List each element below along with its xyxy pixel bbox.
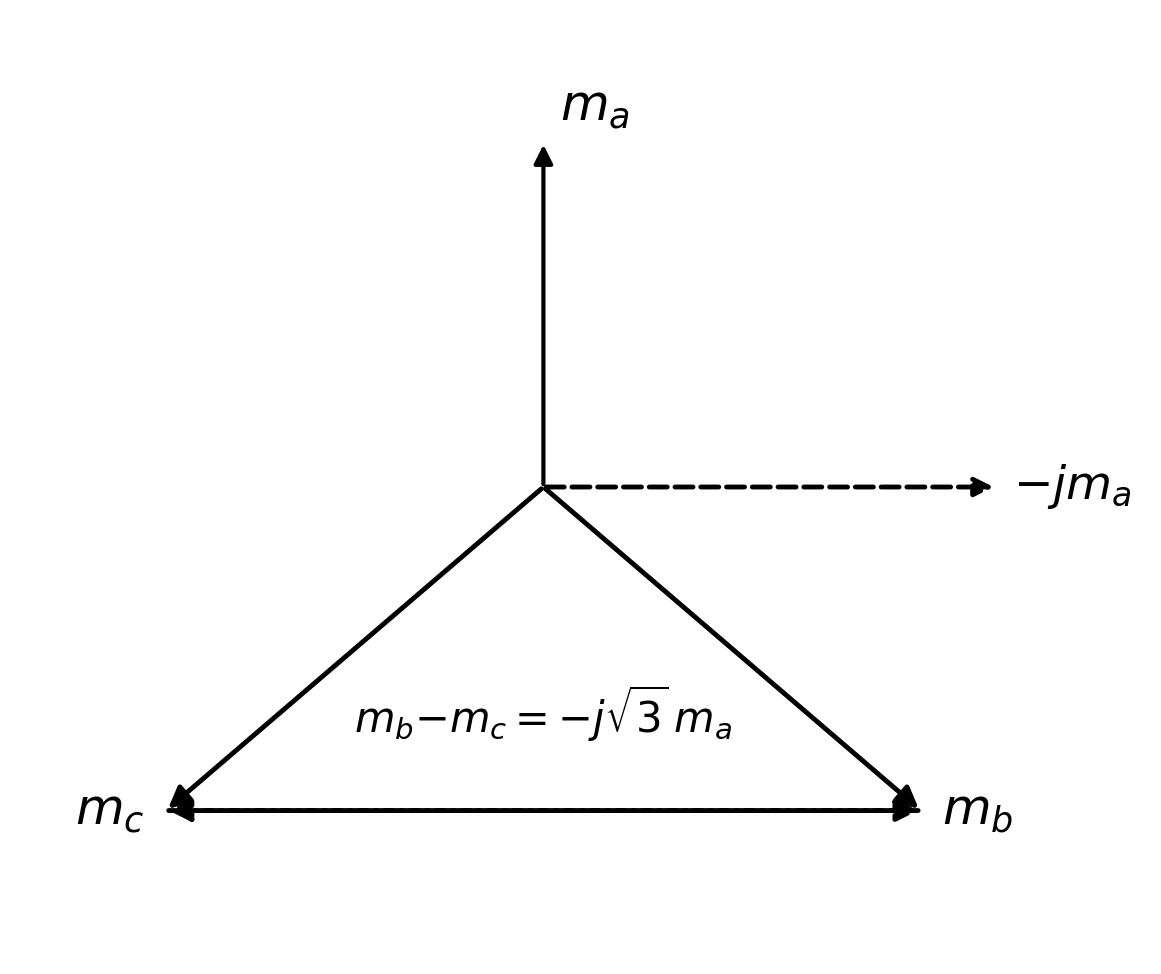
Text: $-jm_a$: $-jm_a$	[1012, 463, 1131, 511]
Text: $m_b$: $m_b$	[943, 786, 1014, 836]
Text: $m_c$: $m_c$	[75, 786, 144, 836]
Text: $m_b{-}m_c{=}{-}j\sqrt{3}\,m_a$: $m_b{-}m_c{=}{-}j\sqrt{3}\,m_a$	[354, 683, 733, 744]
Text: $m_a$: $m_a$	[560, 82, 629, 131]
